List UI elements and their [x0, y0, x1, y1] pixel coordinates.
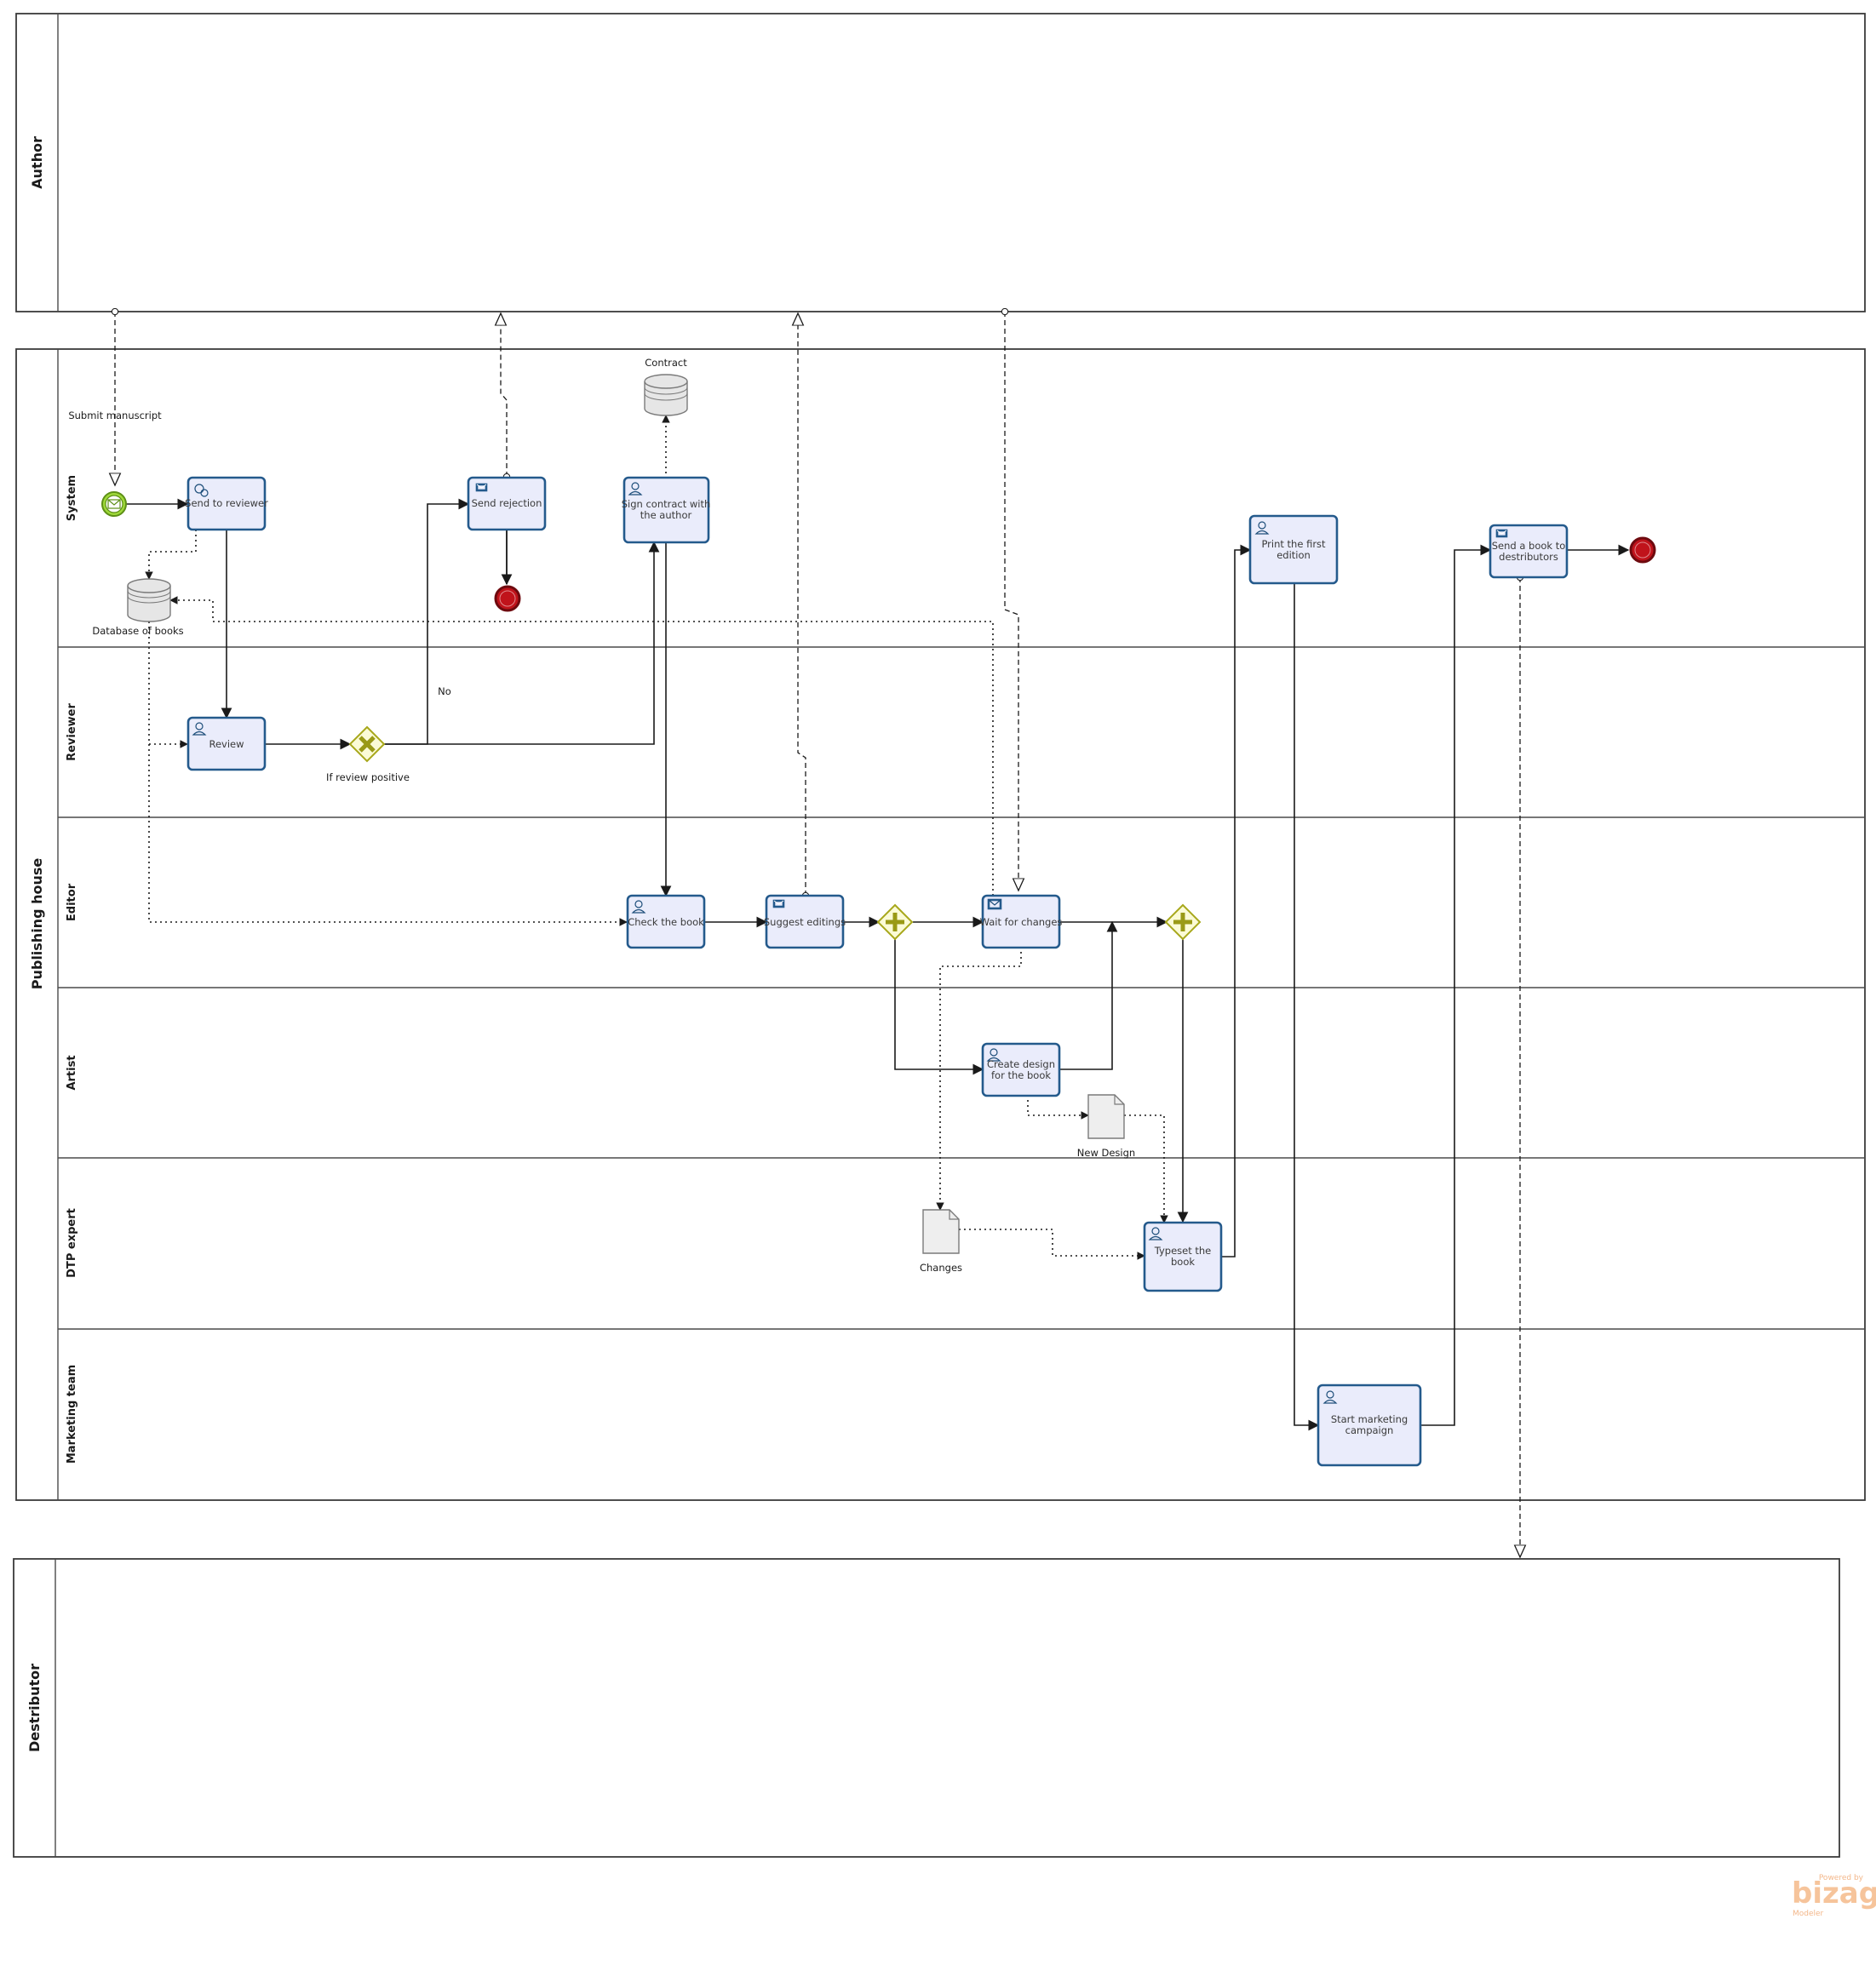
task-print-first-edition[interactable]: Print the first edition	[1248, 514, 1339, 585]
associations	[145, 415, 1168, 1260]
gear-icon	[194, 484, 209, 497]
user-icon	[192, 722, 207, 736]
envelope-outline-icon	[987, 898, 1002, 910]
new-design-label: New Design	[1077, 1147, 1135, 1159]
new-design-document[interactable]: New Design	[1077, 1094, 1135, 1159]
submit-manuscript-label: Submit manuscript	[68, 410, 162, 421]
lane-marketing-label: Marketing team	[66, 1365, 78, 1464]
task-send-rejection-line1: Send rejection	[472, 497, 542, 509]
msg-changes-from-author	[1005, 312, 1018, 891]
task-typeset-the-book-line2: book	[1171, 1256, 1195, 1268]
pool-publishing-label: Publishing house	[29, 858, 45, 990]
database-of-books-label: Database of books	[92, 625, 183, 637]
task-suggest-editings[interactable]: Suggest editings	[764, 894, 846, 949]
user-icon	[631, 900, 646, 914]
contract-label: Contract	[645, 357, 687, 369]
task-wait-for-changes-line1: Wait for changes	[980, 916, 1063, 928]
task-send-to-destributors-line1: Send a book to	[1492, 540, 1566, 552]
task-create-design[interactable]: Create design for the book	[981, 1042, 1061, 1097]
exclusive-gateway-review[interactable]	[348, 725, 386, 763]
task-start-marketing-campaign[interactable]: Start marketing campaign	[1317, 1384, 1422, 1467]
end-event-rejection[interactable]	[494, 585, 521, 612]
task-print-first-edition-line2: edition	[1276, 549, 1311, 561]
user-icon	[1254, 521, 1270, 535]
parallel-gateway-join[interactable]	[1164, 903, 1202, 941]
task-print-first-edition-line1: Print the first	[1261, 538, 1326, 550]
task-sign-contract[interactable]: Sign contract with the author	[622, 476, 711, 544]
msg-rejection-to-author	[501, 313, 507, 477]
task-send-to-reviewer-line1: Send to reviewer	[185, 497, 268, 509]
message-flows	[115, 312, 1520, 1557]
end-event-final[interactable]	[1629, 536, 1656, 564]
envelope-icon	[1495, 529, 1508, 538]
task-typeset-the-book-line1: Typeset the	[1154, 1245, 1212, 1257]
task-wait-for-changes[interactable]: Wait for changes	[980, 894, 1063, 949]
task-review-line1: Review	[209, 738, 244, 750]
pool-destributor-label: Destributor	[26, 1664, 43, 1752]
start-message-event[interactable]	[101, 491, 127, 517]
task-sign-contract-line1: Sign contract with	[622, 498, 711, 510]
user-icon	[1148, 1227, 1163, 1240]
task-send-to-destributors-line2: destributors	[1499, 551, 1558, 563]
pool-publishing-house[interactable]: Publishing house System Reviewer Editor …	[15, 348, 1866, 1501]
watermark-product: Modeler	[1793, 1910, 1824, 1918]
lane-system-label: System	[66, 475, 78, 521]
lane-artist-label: Artist	[66, 1055, 78, 1090]
pool-author[interactable]: Author	[15, 13, 1866, 312]
pool-author-label: Author	[29, 136, 45, 189]
msg-editings-to-author	[798, 313, 806, 896]
task-review[interactable]: Review	[186, 716, 267, 771]
task-typeset-the-book[interactable]: Typeset the book	[1143, 1221, 1223, 1292]
database-of-books[interactable]: Database of books	[92, 578, 184, 637]
task-start-marketing-line2: campaign	[1345, 1424, 1394, 1436]
task-check-the-book-line1: Check the book	[628, 916, 704, 928]
changes-label: Changes	[920, 1262, 962, 1274]
no-label: No	[438, 685, 451, 697]
lane-dtp-label: DTP expert	[66, 1208, 78, 1278]
task-suggest-editings-line1: Suggest editings	[764, 916, 846, 928]
user-icon	[986, 1048, 1001, 1062]
user-icon	[628, 482, 643, 496]
task-check-the-book[interactable]: Check the book	[626, 894, 706, 949]
parallel-gateway-split[interactable]	[876, 903, 914, 941]
task-start-marketing-line1: Start marketing	[1331, 1413, 1408, 1425]
watermark-brand: bizagi	[1792, 1876, 1876, 1911]
task-send-rejection[interactable]: Send rejection	[467, 476, 547, 531]
watermark-powered-by: Powered by	[1819, 1874, 1864, 1882]
task-sign-contract-line2: the author	[640, 509, 692, 521]
bizagi-watermark: Powered by bizagi Modeler	[1792, 1874, 1876, 1918]
pool-destributor[interactable]: Destributor	[13, 1558, 1840, 1858]
contract-datastore[interactable]: Contract	[644, 357, 688, 416]
changes-document[interactable]: Changes	[920, 1209, 962, 1274]
lane-reviewer-label: Reviewer	[66, 703, 78, 761]
sequence-flows	[126, 498, 1630, 1431]
task-create-design-line1: Create design	[987, 1058, 1055, 1070]
if-review-positive-label: If review positive	[326, 771, 410, 783]
lane-editor-label: Editor	[66, 883, 78, 921]
envelope-icon	[475, 483, 488, 492]
user-icon	[1322, 1390, 1338, 1404]
task-send-to-destributors[interactable]: Send a book to destributors	[1489, 524, 1569, 579]
envelope-icon	[772, 899, 785, 908]
task-send-to-reviewer[interactable]: Send to reviewer	[185, 476, 268, 531]
task-create-design-line2: for the book	[991, 1069, 1051, 1081]
